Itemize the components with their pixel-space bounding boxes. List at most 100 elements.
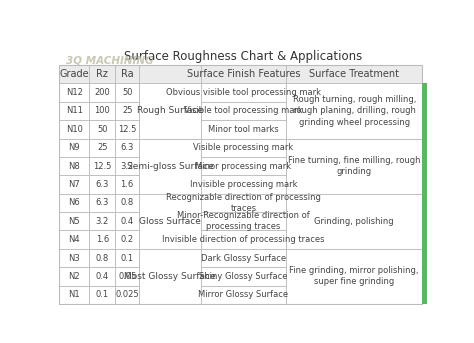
Bar [59,286,90,304]
Text: 0.1: 0.1 [121,253,134,262]
Bar [201,267,286,286]
Text: 0.8: 0.8 [120,198,134,208]
Bar [90,212,115,230]
Bar [115,157,139,175]
Bar [115,83,139,102]
Text: 1.6: 1.6 [120,180,134,189]
Bar [59,175,90,194]
Bar [139,194,201,249]
Bar [286,66,422,83]
Text: Mirror Glossy Surface: Mirror Glossy Surface [199,290,289,299]
Bar [59,267,90,286]
Bar [286,194,422,249]
Bar [201,139,286,157]
Text: N12: N12 [66,88,83,97]
Text: Invisible processing mark: Invisible processing mark [190,180,297,189]
Bar [201,120,286,139]
Bar [201,249,286,267]
Text: N3: N3 [68,253,80,262]
Text: Most Glossy Surface: Most Glossy Surface [124,272,216,281]
Bar [201,66,286,83]
Bar [59,139,90,157]
Bar [201,175,286,194]
Bar [201,102,286,120]
Text: N7: N7 [68,180,80,189]
Bar [59,194,90,212]
Bar [115,249,139,267]
Text: 6.3: 6.3 [120,143,134,152]
Text: 0.1: 0.1 [96,290,109,299]
Text: N11: N11 [66,106,83,116]
Bar [90,139,115,157]
Text: Semi-gloss Surface: Semi-gloss Surface [127,162,213,170]
Bar [90,175,115,194]
Text: Gloss Surface: Gloss Surface [139,217,201,226]
Text: Grade: Grade [60,69,89,80]
Bar [115,66,139,83]
Text: Surface Treatment: Surface Treatment [309,69,399,80]
Bar [115,286,139,304]
Text: 1.6: 1.6 [96,235,109,244]
Text: Grinding, polishing: Grinding, polishing [314,217,394,226]
Bar [139,249,201,304]
Text: Visible processing mark: Visible processing mark [193,143,293,152]
Bar [286,83,422,139]
Text: Fine turning, fine milling, rough
grinding: Fine turning, fine milling, rough grindi… [288,156,420,176]
Bar [115,102,139,120]
Text: 0.05: 0.05 [118,272,137,281]
Text: Shiny Glossy Surface: Shiny Glossy Surface [199,272,288,281]
Text: Rough Surface: Rough Surface [137,106,203,116]
Text: Rough turning, rough milling,
rough planing, drilling, rough
grinding wheel proc: Rough turning, rough milling, rough plan… [292,95,416,127]
Bar [90,194,115,212]
Bar [115,267,139,286]
Bar [59,249,90,267]
Text: 0.4: 0.4 [96,272,109,281]
Bar [139,66,201,83]
Bar [201,286,286,304]
Text: N10: N10 [66,125,83,134]
Bar [115,175,139,194]
Bar [286,249,422,304]
Text: 25: 25 [122,106,132,116]
Text: 3Q MACHINING: 3Q MACHINING [66,56,154,66]
Text: Minor processing mark: Minor processing mark [195,162,292,170]
Bar [59,120,90,139]
Text: 50: 50 [122,88,132,97]
Text: 0.4: 0.4 [121,217,134,226]
Text: N5: N5 [69,217,80,226]
Bar [59,66,90,83]
Bar [59,157,90,175]
Text: 3.2: 3.2 [120,162,134,170]
Bar [139,139,201,194]
Bar [201,212,286,230]
Text: N6: N6 [68,198,80,208]
Bar [59,102,90,120]
Bar [286,139,422,194]
Text: 100: 100 [94,106,110,116]
Text: 0.2: 0.2 [121,235,134,244]
Text: 12.5: 12.5 [118,125,137,134]
Text: 50: 50 [97,125,108,134]
Bar [139,83,201,139]
Bar [90,249,115,267]
Text: Minor-Recognizable direction of
processing traces: Minor-Recognizable direction of processi… [177,211,310,231]
Text: Visible tool processing mark: Visible tool processing mark [184,106,303,116]
Text: Surface Finish Features: Surface Finish Features [187,69,300,80]
Text: N1: N1 [69,290,80,299]
Bar [59,230,90,249]
Bar [422,83,427,304]
Bar [115,120,139,139]
Bar [201,83,286,102]
Text: 0.025: 0.025 [115,290,139,299]
Bar [59,212,90,230]
Text: Fine grinding, mirror polishing,
super fine grinding: Fine grinding, mirror polishing, super f… [290,266,419,286]
Text: N9: N9 [69,143,80,152]
Bar [115,212,139,230]
Text: Recognizable direction of processing
traces: Recognizable direction of processing tra… [166,193,321,213]
Text: 0.8: 0.8 [96,253,109,262]
Text: N2: N2 [69,272,80,281]
Text: 6.3: 6.3 [96,198,109,208]
Text: N8: N8 [68,162,80,170]
Text: 12.5: 12.5 [93,162,111,170]
Bar [59,83,90,102]
